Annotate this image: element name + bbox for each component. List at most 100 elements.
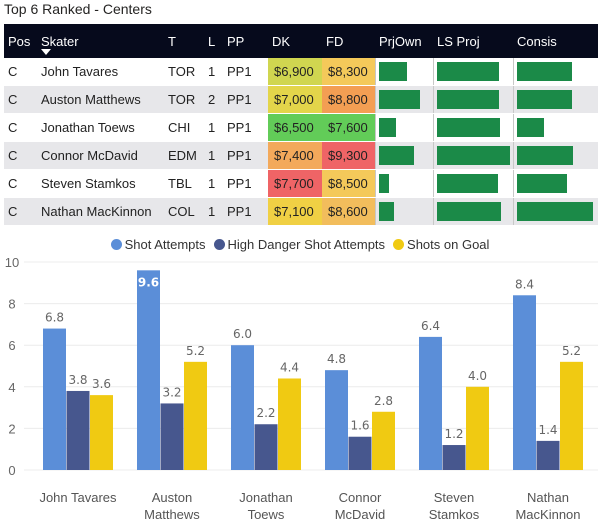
col-header-dk[interactable]: DK — [268, 24, 322, 58]
cell-consis — [512, 141, 598, 170]
cell-prj-own — [374, 113, 433, 142]
cell-consis — [512, 169, 598, 198]
cell-dk: $7,000 — [268, 85, 322, 114]
x-tick-label: Connor — [339, 490, 382, 505]
cell-dk: $7,700 — [268, 169, 322, 198]
table-row[interactable]: C Nathan MacKinnon COL 1 PP1 $7,100 $8,600 — [4, 197, 598, 226]
x-tick-label: Matthews — [144, 507, 200, 522]
cell-prj-own — [374, 169, 433, 198]
col-header-pos[interactable]: Pos — [4, 24, 37, 58]
legend-item-shots-on-goal[interactable]: Shots on Goal — [393, 237, 489, 252]
table-row[interactable]: C Steven Stamkos TBL 1 PP1 $7,700 $8,500 — [4, 169, 598, 198]
ls-proj-bar — [436, 146, 510, 165]
cell-ls-proj — [432, 85, 513, 114]
x-tick-label: Stamkos — [429, 507, 480, 522]
bar — [325, 370, 348, 470]
data-label: 2.2 — [256, 406, 275, 420]
data-label: 8.4 — [515, 277, 534, 291]
prj-own-bar — [378, 90, 420, 109]
cell-fd: $8,800 — [322, 85, 375, 114]
prj-own-bar — [378, 174, 389, 193]
cell-pp: PP1 — [223, 85, 268, 114]
bar — [184, 361, 207, 470]
cell-line: 1 — [204, 169, 223, 198]
legend-item-high-danger[interactable]: High Danger Shot Attempts — [213, 237, 385, 252]
cell-pp: PP1 — [223, 197, 268, 226]
cell-team: TBL — [164, 169, 204, 198]
legend-dot-shots-on-goal — [393, 238, 405, 250]
cell-consis — [512, 197, 598, 226]
col-header-pp[interactable]: PP — [223, 24, 268, 58]
y-tick-label: 6 — [8, 338, 15, 353]
table-row[interactable]: C John Tavares TOR 1 PP1 $6,900 $8,300 — [4, 58, 598, 86]
ls-proj-bar — [436, 174, 498, 193]
x-tick-label: John Tavares — [39, 490, 117, 505]
bar — [137, 270, 160, 470]
y-tick-label: 10 — [5, 256, 19, 270]
bar — [466, 386, 489, 470]
cell-pos: C — [4, 58, 37, 86]
cell-pos: C — [4, 197, 37, 226]
cell-fd: $8,500 — [322, 169, 375, 198]
table-row[interactable]: C Connor McDavid EDM 1 PP1 $7,400 $9,300 — [4, 141, 598, 170]
cell-pos: C — [4, 85, 37, 114]
ls-proj-bar — [436, 202, 501, 221]
col-header-prjown[interactable]: PrjOwn — [375, 24, 433, 58]
cell-prj-own — [374, 58, 433, 86]
bar — [90, 395, 113, 470]
cell-team: TOR — [164, 85, 204, 114]
cell-pp: PP1 — [223, 113, 268, 142]
consis-bar — [516, 62, 572, 81]
cell-pos: C — [4, 141, 37, 170]
legend-item-shot-attempts[interactable]: Shot Attempts — [110, 237, 206, 252]
data-label: 4.4 — [280, 360, 299, 374]
y-tick-label: 2 — [8, 421, 15, 436]
cell-dk: $6,500 — [268, 113, 322, 142]
col-header-skater[interactable]: Skater — [37, 24, 164, 58]
cell-fd: $8,300 — [322, 58, 375, 86]
data-label: 1.2 — [444, 427, 463, 441]
x-tick-label: MacKinnon — [515, 507, 580, 522]
sort-descending-icon — [41, 49, 51, 55]
consis-bar — [516, 118, 544, 137]
col-header-team[interactable]: T — [164, 24, 204, 58]
cell-team: COL — [164, 197, 204, 226]
cell-dk: $7,400 — [268, 141, 322, 170]
table-row[interactable]: C Jonathan Toews CHI 1 PP1 $6,500 $7,600 — [4, 113, 598, 142]
col-header-line[interactable]: L — [204, 24, 223, 58]
chart-legend: Shot Attempts High Danger Shot Attempts … — [0, 236, 600, 252]
cell-consis — [512, 113, 598, 142]
data-label: 3.6 — [92, 377, 111, 391]
bar — [536, 440, 560, 470]
col-header-fd[interactable]: FD — [322, 24, 375, 58]
cell-ls-proj — [432, 197, 513, 226]
col-header-skater-label: Skater — [41, 33, 79, 49]
data-label: 3.2 — [162, 385, 181, 399]
cell-line: 2 — [204, 85, 223, 114]
col-header-ls-proj[interactable]: LS Proj — [433, 24, 513, 58]
ls-proj-bar — [436, 118, 500, 137]
cell-skater: John Tavares — [37, 58, 164, 86]
table-row[interactable]: C Auston Matthews TOR 2 PP1 $7,000 $8,800 — [4, 85, 598, 114]
bar — [560, 361, 583, 470]
data-label: 9.6 — [138, 275, 159, 289]
prj-own-bar — [378, 118, 396, 137]
col-header-consis[interactable]: Consis — [513, 24, 598, 58]
cell-consis — [512, 85, 598, 114]
cell-team: TOR — [164, 58, 204, 86]
cell-pp: PP1 — [223, 58, 268, 86]
bar — [160, 403, 184, 470]
cell-consis — [512, 58, 598, 86]
data-label: 6.0 — [233, 327, 252, 341]
bar — [513, 295, 536, 470]
x-tick-label: Nathan — [527, 490, 569, 505]
prj-own-bar — [378, 202, 394, 221]
bar — [442, 445, 466, 470]
bar — [43, 328, 66, 470]
ranking-table: Pos Skater T L PP DK FD PrjOwn LS Proj C… — [4, 24, 598, 226]
ls-proj-bar — [436, 90, 499, 109]
cell-dk: $6,900 — [268, 58, 322, 86]
prj-own-bar — [378, 146, 414, 165]
cell-prj-own — [374, 85, 433, 114]
cell-skater: Auston Matthews — [37, 85, 164, 114]
